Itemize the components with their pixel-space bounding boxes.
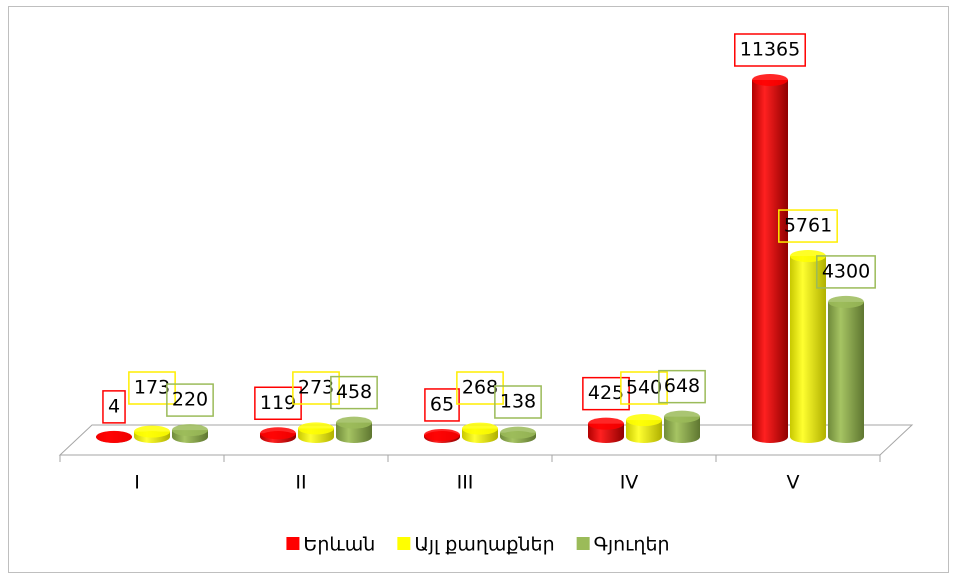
x-tick-label: II	[295, 472, 306, 494]
data-label: 220	[172, 389, 208, 411]
bar-top	[96, 430, 132, 443]
data-label: 65	[430, 393, 454, 415]
data-label-box	[494, 385, 542, 419]
bar-top	[664, 410, 700, 423]
bar	[134, 425, 170, 443]
data-label: 458	[336, 381, 372, 403]
bar-bottom	[828, 431, 864, 443]
bar-body	[752, 80, 788, 437]
bar-bottom	[626, 431, 662, 443]
data-label: 540	[626, 377, 662, 399]
data-label-box	[620, 371, 668, 405]
bar-top	[500, 426, 536, 439]
bar-top	[626, 414, 662, 427]
bar	[96, 430, 132, 443]
bar-top	[588, 417, 624, 430]
data-label-box	[734, 33, 806, 67]
legend-swatch	[286, 537, 300, 550]
bar	[462, 422, 498, 443]
data-label: 5761	[784, 215, 832, 237]
legend-swatch	[397, 537, 411, 550]
bar-top	[752, 74, 788, 86]
data-label: 268	[462, 377, 498, 399]
legend-label: Գյուղեր	[594, 534, 670, 556]
bar-top	[424, 428, 460, 441]
bar-top	[336, 416, 372, 429]
bar	[790, 250, 826, 443]
bar	[588, 417, 624, 443]
bar-bottom	[664, 431, 700, 443]
data-label-box	[658, 369, 706, 404]
data-label-box	[456, 371, 504, 405]
data-label: 648	[664, 375, 700, 397]
bar-bottom	[462, 431, 498, 443]
bar	[172, 424, 208, 443]
bar-bottom	[336, 431, 372, 443]
x-tick-label: IV	[620, 472, 639, 494]
bar-bottom	[588, 431, 624, 443]
data-label: 138	[500, 391, 536, 413]
data-label: 4	[108, 395, 120, 417]
bar	[752, 74, 788, 443]
data-label-box	[166, 383, 214, 417]
data-label: 273	[298, 377, 334, 399]
bar-bottom	[790, 431, 826, 443]
bar-bottom	[298, 431, 334, 443]
bar-bottom	[752, 431, 788, 443]
legend-swatch	[576, 537, 590, 550]
x-tick-label: V	[787, 472, 800, 494]
bar	[828, 295, 864, 443]
data-label-box	[102, 390, 126, 424]
data-label-box	[292, 371, 340, 405]
bar	[260, 427, 296, 443]
bar	[336, 416, 372, 443]
bar	[500, 426, 536, 443]
data-label-box	[582, 376, 630, 411]
data-label-box	[330, 375, 378, 410]
data-label-box	[128, 371, 176, 405]
bar	[664, 410, 700, 443]
x-tick-label: I	[134, 472, 140, 494]
data-label: 425	[588, 382, 624, 404]
bar	[424, 428, 460, 443]
bar-top	[260, 427, 296, 440]
bar-body	[790, 256, 826, 437]
data-label-box	[424, 388, 460, 422]
bar-top	[462, 422, 498, 435]
bar-top	[172, 424, 208, 437]
bar-top	[298, 422, 334, 435]
x-tick-label: III	[457, 472, 474, 494]
data-label-box	[816, 255, 876, 289]
data-label: 173	[134, 377, 170, 399]
legend-label: Երևան	[303, 534, 375, 556]
data-label-box	[778, 209, 838, 243]
bar-top	[828, 295, 864, 308]
bar	[626, 414, 662, 443]
bar-body	[828, 301, 864, 437]
bar-top	[134, 425, 170, 438]
data-label: 119	[260, 392, 296, 414]
bar	[298, 422, 334, 443]
legend-label: Այլ քաղաքներ	[414, 534, 554, 556]
data-label: 11365	[740, 39, 800, 61]
data-label: 4300	[822, 260, 870, 282]
